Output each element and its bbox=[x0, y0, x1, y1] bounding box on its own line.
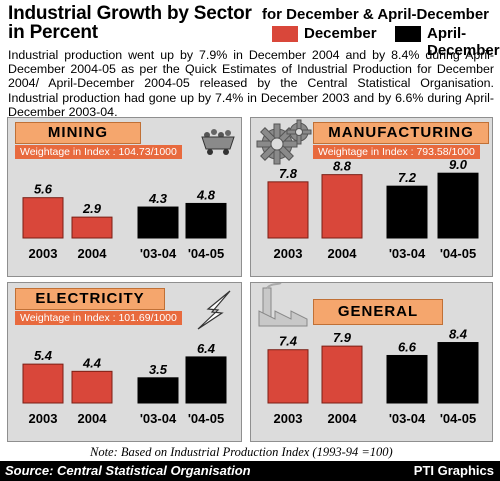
source-text: Source: Central Statistical Organisation bbox=[5, 463, 251, 478]
bar-general-3 bbox=[386, 354, 428, 404]
category-label-electricity-4: '04-05 bbox=[188, 411, 224, 426]
chart-title-line2: in Percent bbox=[8, 22, 98, 43]
data-label-general-3: 6.6 bbox=[398, 339, 417, 354]
bar-mining-1 bbox=[22, 197, 64, 239]
chart-title-line1: Industrial Growth by Sector bbox=[8, 3, 252, 24]
data-label-electricity-3: 3.5 bbox=[149, 362, 168, 377]
category-label-mining-1: 2003 bbox=[29, 246, 58, 261]
category-label-manufacturing-4: '04-05 bbox=[440, 246, 476, 261]
bar-electricity-3 bbox=[137, 377, 179, 404]
data-label-mining-1: 5.6 bbox=[34, 182, 53, 197]
category-label-mining-2: 2004 bbox=[78, 246, 108, 261]
legend-label-december: December bbox=[304, 25, 377, 42]
data-label-electricity-4: 6.4 bbox=[197, 341, 216, 356]
bar-general-2 bbox=[321, 345, 363, 404]
data-label-manufacturing-2: 8.8 bbox=[333, 159, 352, 174]
category-label-electricity-1: 2003 bbox=[29, 411, 58, 426]
credit-text: PTI Graphics bbox=[413, 463, 494, 478]
intro-text: Industrial production went up by 7.9% in… bbox=[8, 48, 494, 119]
bar-manufacturing-2 bbox=[321, 174, 363, 239]
bar-general-1 bbox=[267, 349, 309, 404]
bar-electricity-2 bbox=[71, 370, 113, 404]
bar-mining-2 bbox=[71, 216, 113, 239]
weightage-mining: Weightage in Index : 104.73/1000 bbox=[15, 145, 182, 159]
weightage-electricity: Weightage in Index : 101.69/1000 bbox=[15, 311, 182, 325]
bar-manufacturing-4 bbox=[437, 172, 479, 239]
bar-general-4 bbox=[437, 342, 479, 404]
panel-title-general: GENERAL bbox=[313, 299, 443, 325]
bar-manufacturing-3 bbox=[386, 185, 428, 239]
bar-electricity-1 bbox=[22, 363, 64, 404]
category-label-electricity-2: 2004 bbox=[78, 411, 108, 426]
category-label-mining-3: '03-04 bbox=[140, 246, 177, 261]
bars-manufacturing: 7.8 2003 8.8 2004 7.2 '03-04 9.0 '04-05 bbox=[267, 157, 479, 261]
data-label-electricity-2: 4.4 bbox=[82, 355, 102, 370]
data-label-mining-4: 4.8 bbox=[196, 187, 216, 202]
data-label-general-2: 7.9 bbox=[333, 330, 352, 345]
panel-mining: MINING Weightage in Index : 104.73/1000 … bbox=[7, 117, 242, 277]
panel-title-electricity: ELECTRICITY bbox=[15, 288, 165, 310]
category-label-general-1: 2003 bbox=[274, 411, 303, 426]
data-label-general-1: 7.4 bbox=[279, 334, 298, 349]
panel-title-manufacturing: MANUFACTURING bbox=[313, 122, 489, 144]
bar-manufacturing-1 bbox=[267, 181, 309, 239]
bars-electricity: 5.4 2003 4.4 2004 3.5 '03-04 6.4 '04-05 bbox=[22, 341, 227, 426]
data-label-manufacturing-3: 7.2 bbox=[398, 170, 417, 185]
panel-general: GENERAL 7.4 2003 7.9 2004 6.6 '03-04 8.4 '04-05 bbox=[250, 282, 493, 442]
footnote: Note: Based on Industrial Production Ind… bbox=[90, 445, 393, 459]
category-label-general-2: 2004 bbox=[328, 411, 358, 426]
period-label: for December & April-December bbox=[262, 6, 490, 23]
data-label-mining-3: 4.3 bbox=[148, 191, 168, 206]
weightage-manufacturing: Weightage in Index : 793.58/1000 bbox=[313, 145, 480, 159]
footer-bar: Source: Central Statistical Organisation… bbox=[0, 461, 500, 481]
bars-mining: 5.6 2003 2.9 2004 4.3 '03-04 4.8 '04-05 bbox=[22, 182, 227, 261]
bar-mining-3 bbox=[137, 206, 179, 239]
legend-swatch-april-december bbox=[395, 26, 421, 42]
panel-title-mining: MINING bbox=[15, 122, 141, 144]
category-label-general-3: '03-04 bbox=[389, 411, 426, 426]
category-label-mining-4: '04-05 bbox=[188, 246, 224, 261]
data-label-mining-2: 2.9 bbox=[82, 201, 102, 216]
bars-general: 7.4 2003 7.9 2004 6.6 '03-04 8.4 '04-05 bbox=[267, 327, 479, 426]
data-label-manufacturing-1: 7.8 bbox=[279, 166, 298, 181]
chart-title: Industrial Growth by Sector in Percent bbox=[8, 4, 252, 42]
panel-electricity: ELECTRICITY Weightage in Index : 101.69/… bbox=[7, 282, 242, 442]
data-label-manufacturing-4: 9.0 bbox=[449, 157, 468, 172]
category-label-manufacturing-2: 2004 bbox=[328, 246, 358, 261]
legend-swatch-december bbox=[272, 26, 298, 42]
bar-electricity-4 bbox=[185, 356, 227, 404]
data-label-general-4: 8.4 bbox=[449, 327, 468, 342]
category-label-manufacturing-1: 2003 bbox=[274, 246, 303, 261]
category-label-electricity-3: '03-04 bbox=[140, 411, 177, 426]
category-label-general-4: '04-05 bbox=[440, 411, 476, 426]
data-label-electricity-1: 5.4 bbox=[34, 348, 53, 363]
legend-label-april-december: April-December bbox=[427, 25, 500, 59]
category-label-manufacturing-3: '03-04 bbox=[389, 246, 426, 261]
panel-manufacturing: MANUFACTURING Weightage in Index : 793.5… bbox=[250, 117, 493, 277]
bar-mining-4 bbox=[185, 202, 227, 239]
